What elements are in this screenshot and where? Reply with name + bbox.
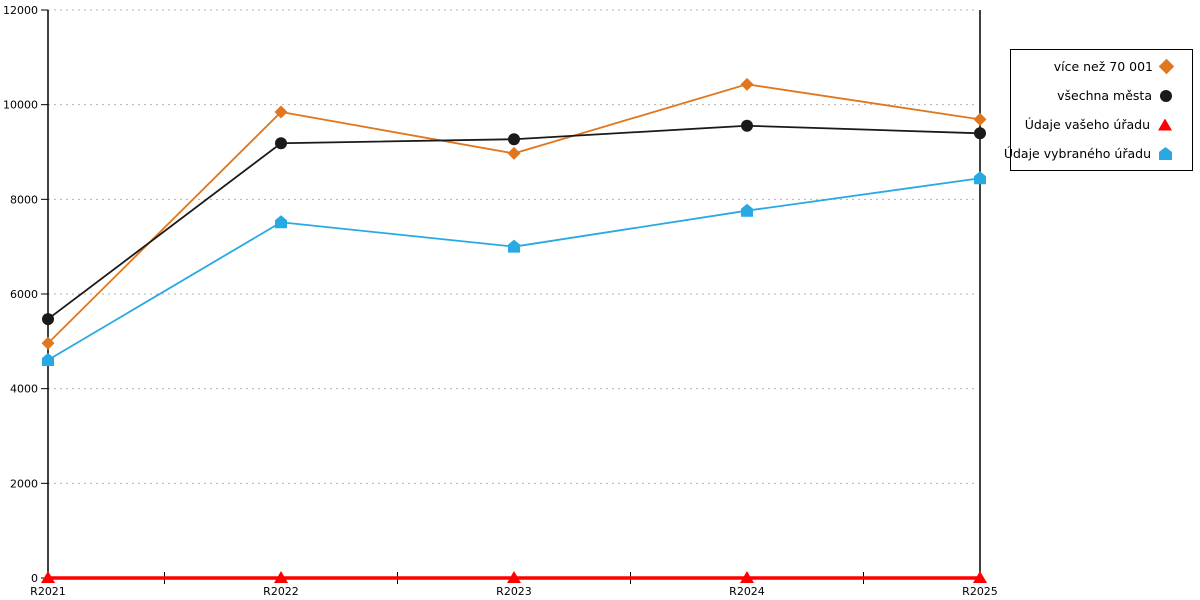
circle-marker-icon <box>974 127 986 140</box>
y-tick-label: 12000 <box>3 4 38 17</box>
legend-box: více než 70 001 všechna města Údaje vaše… <box>1004 49 1193 171</box>
triangle-marker-icon <box>274 571 288 583</box>
legend-item-vsechna-mesta: všechna města <box>1011 81 1192 110</box>
circle-marker-icon <box>1160 89 1172 102</box>
triangle-marker-icon <box>41 571 55 583</box>
y-tick-label: 2000 <box>10 477 38 490</box>
diamond-marker-icon <box>274 105 288 119</box>
diamond-marker-icon <box>1158 58 1175 75</box>
legend-item-vice-nez-70001: více než 70 001 <box>1011 52 1192 81</box>
x-tick-label: R2023 <box>496 585 532 598</box>
pentagon-marker-icon <box>275 215 287 229</box>
pentagon-marker-icon <box>42 353 54 367</box>
circle-marker-icon <box>275 137 287 150</box>
triangle-marker-icon <box>973 571 987 583</box>
x-tick-label: R2021 <box>30 585 66 598</box>
y-tick-label: 8000 <box>10 193 38 206</box>
legend-item-udaje-vaseho-uradu: Údaje vašeho úřadu <box>1011 110 1192 139</box>
pentagon-marker-icon <box>1159 147 1172 160</box>
circle-marker-icon <box>508 133 520 146</box>
legend-item-udaje-vybraneho-uradu: Údaje vybraného úřadu <box>1004 139 1192 168</box>
legend-label: všechna města <box>1057 88 1152 103</box>
legend-label: Údaje vašeho úřadu <box>1024 117 1150 132</box>
pentagon-marker-icon <box>974 171 986 185</box>
x-tick-label: R2025 <box>962 585 998 598</box>
pentagon-marker-icon <box>508 239 520 253</box>
diamond-marker-icon <box>973 112 987 126</box>
diamond-marker-icon <box>740 77 754 91</box>
diamond-marker-icon <box>41 336 55 350</box>
y-tick-label: 10000 <box>3 99 38 112</box>
x-tick-label: R2022 <box>263 585 299 598</box>
y-tick-label: 0 <box>31 572 38 585</box>
x-tick-label: R2024 <box>729 585 765 598</box>
y-tick-label: 6000 <box>10 288 38 301</box>
triangle-marker-icon <box>1158 118 1172 131</box>
legend-label: Údaje vybraného úřadu <box>1003 146 1151 161</box>
pentagon-marker-icon <box>741 203 753 217</box>
legend-label: více než 70 001 <box>1053 59 1153 74</box>
diamond-marker-icon <box>507 146 521 160</box>
triangle-marker-icon <box>740 571 754 583</box>
circle-marker-icon <box>42 313 54 326</box>
circle-marker-icon <box>741 119 753 132</box>
y-tick-label: 4000 <box>10 383 38 396</box>
triangle-marker-icon <box>507 571 521 583</box>
